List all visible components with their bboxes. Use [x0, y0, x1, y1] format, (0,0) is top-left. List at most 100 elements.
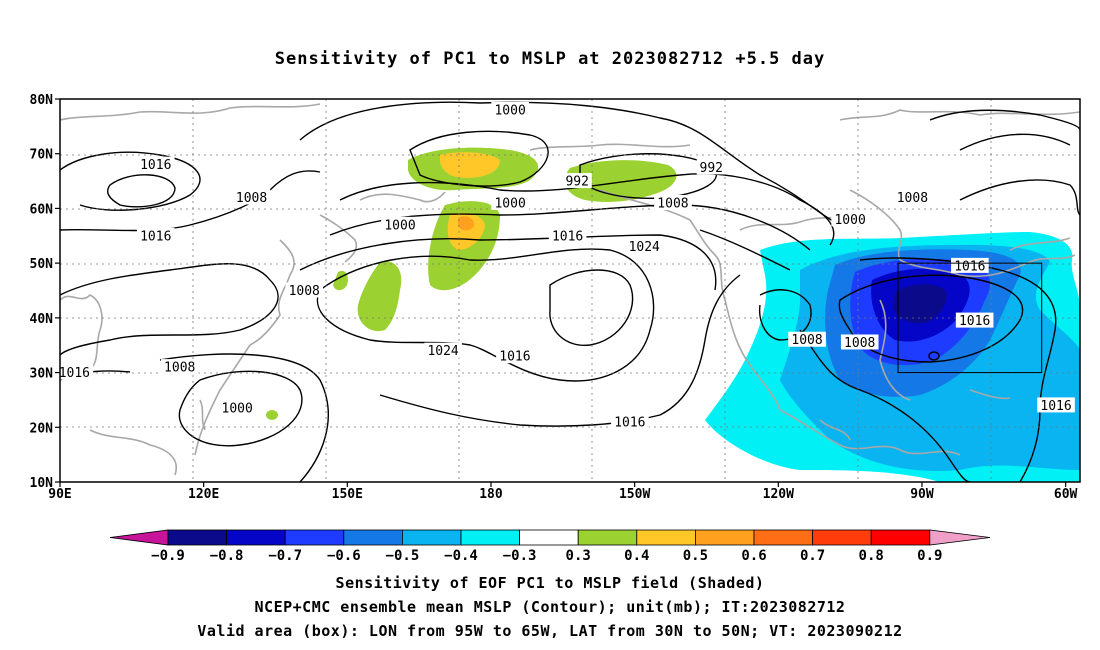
- contour-label-bg: [491, 101, 529, 117]
- contour-label: 1008: [236, 191, 267, 206]
- colorbar-label: 0.5: [683, 548, 708, 564]
- colorbar-segment: [226, 529, 286, 546]
- coastline-layer: [60, 103, 1080, 476]
- contour-label: 1016: [499, 350, 530, 365]
- contour-label-bg: [232, 189, 271, 205]
- contour-label: 1016: [1040, 399, 1071, 414]
- contour-label-bg: [424, 342, 462, 358]
- colorbar-segment: [753, 529, 813, 546]
- colorbar-label: −0.6: [327, 548, 361, 564]
- contour-label-bg: [951, 257, 989, 273]
- contour-label: 1000: [222, 402, 253, 417]
- lon-tick-label: 90W: [910, 487, 934, 502]
- colorbar-segment: [460, 529, 520, 546]
- caption-line-1: Sensitivity of EOF PC1 to MSLP field (Sh…: [335, 574, 765, 592]
- contour-label: 1016: [959, 314, 990, 329]
- shade-neg09-region: [893, 284, 947, 324]
- shade-pos05-region-b: [447, 212, 485, 250]
- contour-label-bg: [831, 211, 869, 227]
- lat-tick-label: 30N: [30, 367, 54, 382]
- colorbar-segment: [284, 529, 345, 546]
- lat-tick-label: 50N: [30, 257, 54, 272]
- contour-label: 1016: [59, 366, 90, 381]
- map-frame: [59, 98, 1081, 483]
- valid-area-box: [897, 262, 1043, 374]
- longitude-axis: 90E 120E 150E 180 150W 120W 90W 60W: [48, 482, 1078, 502]
- colorbar-segment: [343, 529, 403, 546]
- contour-label: 1008: [164, 361, 195, 376]
- contour-label: 1016: [552, 229, 583, 244]
- contour-label-bg: [788, 331, 826, 347]
- latitude-axis: 80N 70N 60N 50N 40N 30N 20N 10N: [30, 93, 60, 491]
- colorbar-label: −0.8: [210, 548, 244, 564]
- contour-label-bg: [654, 194, 692, 210]
- contour-label: 1000: [494, 196, 525, 211]
- contour-label: 1016: [614, 415, 645, 430]
- contour-label-bg: [496, 348, 534, 364]
- contour-label-bg: [562, 173, 592, 189]
- contour-label: 1000: [834, 213, 865, 228]
- contour-label-bg: [160, 359, 199, 375]
- caption-line-2: NCEP+CMC ensemble mean MSLP (Contour); u…: [254, 598, 846, 616]
- contour-label-bg: [840, 334, 879, 350]
- colorbar-segment: [577, 529, 638, 546]
- lon-tick-label: 60W: [1054, 487, 1078, 502]
- shade-pos04-region-f: [266, 410, 278, 420]
- contour-label-bg: [136, 156, 175, 172]
- chart-title: Sensitivity of PC1 to MSLP at 2023082712…: [274, 49, 826, 69]
- contour-label: 1024: [427, 344, 458, 359]
- lon-tick-label: 120E: [188, 487, 219, 502]
- contour-label: 1016: [140, 158, 171, 173]
- contour-label: 992: [700, 161, 723, 176]
- contour-label: 1000: [384, 218, 415, 233]
- shade-pos06-region: [458, 216, 475, 231]
- colorbar-label: 0.4: [624, 548, 649, 564]
- contour-label: 1016: [140, 229, 171, 244]
- colorbar-segment: [167, 529, 227, 546]
- contour-label-bg: [696, 159, 726, 175]
- lat-tick-label: 40N: [30, 312, 54, 327]
- colorbar-segment: [519, 529, 579, 546]
- contour-label-bg: [60, 364, 94, 380]
- shade-pos04-region-d: [357, 261, 402, 332]
- contour-labels: 1000992101699299210081008100010001008100…: [59, 101, 1075, 430]
- contour-label-bg: [491, 194, 529, 210]
- contour-label: 1016: [954, 259, 985, 274]
- colorbar-low-arrow: [109, 529, 169, 546]
- lat-tick-label: 70N: [30, 148, 54, 163]
- colorbar-label: −0.4: [444, 548, 478, 564]
- lat-tick-label: 10N: [30, 476, 54, 491]
- shade-pos05-region-a: [440, 152, 500, 178]
- colorbar-high-arrow: [929, 529, 991, 546]
- contour-label-bg: [285, 282, 324, 298]
- contour-label: 1008: [897, 191, 928, 206]
- contour-label: 1000: [494, 103, 525, 118]
- colorbar-segment: [695, 529, 755, 546]
- contour-label-bg: [548, 227, 587, 243]
- colorbar-label: −0.5: [386, 548, 420, 564]
- colorbar-label: 0.8: [859, 548, 884, 564]
- lon-tick-label: 120W: [763, 487, 794, 502]
- gridlines: [60, 99, 1080, 482]
- lat-tick-label: 20N: [30, 421, 54, 436]
- colorbar-segment: [870, 529, 931, 546]
- contour-label-bg: [893, 189, 932, 205]
- contour-label-bg: [136, 227, 175, 243]
- colorbar-label: −0.9: [151, 548, 185, 564]
- colorbar-segment: [636, 529, 696, 546]
- shade-pos04-region-b: [565, 160, 677, 203]
- colorbar: −0.9 −0.8 −0.7 −0.6 −0.5 −0.4 −0.3 0.3 0.4 0.5 0.6…: [109, 529, 991, 564]
- contour-label-bg: [381, 216, 419, 232]
- colorbar-label: 0.6: [741, 548, 766, 564]
- colorbar-label: 0.7: [800, 548, 825, 564]
- colorbar-label: −0.7: [268, 548, 302, 564]
- contour-label-bg: [955, 312, 994, 328]
- colorbar-label: 0.3: [566, 548, 591, 564]
- colorbar-segment: [401, 529, 462, 546]
- contour-label: 1008: [657, 196, 688, 211]
- lon-tick-label: 150E: [332, 487, 363, 502]
- caption-line-3: Valid area (box): LON from 95W to 65W, L…: [197, 622, 903, 640]
- contour-label: 1024: [629, 240, 660, 255]
- lat-tick-label: 80N: [30, 93, 54, 108]
